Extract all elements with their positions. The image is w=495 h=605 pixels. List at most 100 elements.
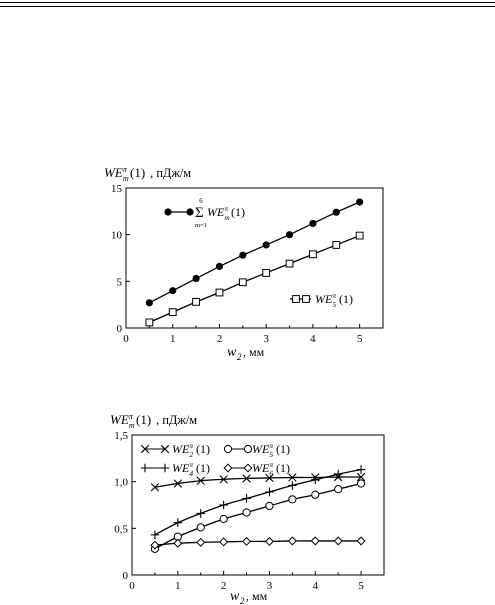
legend-label: WE π5 (1) [315, 291, 353, 309]
svg-text:π: π [189, 460, 193, 469]
data-point [285, 259, 294, 268]
legend-entry-3: WE π6 (1) [223, 460, 290, 478]
y-tick-label: 1,0 [114, 477, 128, 489]
plot-frame [131, 434, 385, 576]
data-point [192, 274, 200, 283]
data-point [262, 241, 270, 249]
data-point [309, 219, 317, 228]
data-point [239, 251, 247, 259]
data-point [192, 297, 200, 306]
data-point [265, 487, 274, 497]
x-tick-label: 2 [221, 580, 227, 592]
svg-text:4: 4 [189, 469, 193, 478]
series-line-3 [154, 540, 362, 546]
y-axis-title: WE πm (1) , пДж/м [110, 412, 197, 430]
svg-text:WE: WE [110, 412, 129, 427]
legend-entry-2: WE π4 (1) [140, 460, 210, 478]
page-top-rule-2 [0, 6, 495, 7]
x-tick-label: 4 [310, 333, 316, 345]
svg-text:(1): (1) [136, 412, 151, 427]
y-tick-label: 0 [117, 323, 123, 335]
svg-text:5: 5 [269, 450, 273, 459]
data-point [150, 540, 160, 550]
legend-sum-below: m=1 [195, 222, 207, 229]
series-line-0 [154, 476, 362, 488]
x-tick-label: 3 [263, 333, 269, 345]
data-point [310, 536, 320, 546]
data-point [215, 262, 224, 270]
svg-text:, мм: , мм [246, 589, 268, 603]
legend-marker [160, 463, 170, 473]
legend-label: WE π5 (1) [252, 441, 290, 459]
legend-marker [243, 444, 253, 454]
svg-text:(1): (1) [196, 442, 210, 456]
svg-text:WE: WE [252, 442, 270, 456]
x-tick-label: 0 [129, 580, 135, 592]
data-point [219, 500, 228, 510]
legend-label: WE πm (1) [207, 204, 245, 222]
legend-marker [186, 208, 194, 216]
data-point [332, 208, 340, 216]
data-point [285, 231, 294, 239]
data-point [264, 536, 274, 546]
plot-frame [125, 187, 384, 329]
data-point [173, 479, 183, 488]
svg-text:2: 2 [237, 352, 242, 362]
legend-marker [302, 295, 310, 303]
data-point [265, 501, 274, 511]
svg-text:π: π [189, 441, 193, 450]
legend-entry-sum: 6Σm=1WE πm (1) [164, 197, 245, 229]
x-tick-label: 2 [217, 333, 223, 345]
svg-text:(1): (1) [276, 442, 290, 456]
x-tick-label: 0 [123, 333, 129, 345]
data-point [356, 472, 366, 482]
data-point [169, 287, 177, 295]
data-point [242, 494, 251, 503]
legend-marker [223, 463, 233, 473]
data-point [145, 318, 154, 327]
data-point [196, 523, 205, 532]
legend-sum-sup: 6 [199, 197, 203, 205]
x-tick-label: 4 [313, 580, 319, 592]
series-line-2 [154, 482, 362, 550]
legend-entry-1: WE π5 (1) [223, 441, 290, 459]
x-tick-label: 5 [357, 333, 363, 345]
data-point [173, 538, 183, 548]
data-point [196, 537, 206, 547]
data-point [219, 514, 228, 524]
data-point [238, 278, 247, 287]
svg-text:(1): (1) [130, 165, 145, 180]
svg-text:WE: WE [207, 205, 225, 219]
legend-marker [243, 463, 253, 473]
data-point [150, 530, 160, 540]
x-tick-label: 5 [358, 580, 364, 592]
data-point [355, 231, 364, 240]
y-tick-label: 0,5 [114, 523, 128, 535]
svg-text:π: π [269, 460, 273, 469]
svg-text:6: 6 [269, 469, 273, 478]
svg-text:5: 5 [332, 300, 336, 309]
svg-text:π: π [224, 204, 228, 213]
svg-text:(1): (1) [339, 292, 353, 306]
data-point [333, 536, 343, 546]
data-point [332, 241, 341, 249]
legend-entry-we5: WE π5 (1) [290, 291, 353, 309]
data-point [356, 465, 366, 474]
svg-text:m: m [129, 421, 135, 430]
svg-text:2: 2 [240, 596, 245, 605]
data-point [219, 475, 228, 484]
data-point [311, 490, 320, 499]
legend-marker [223, 444, 233, 454]
data-point [145, 299, 153, 307]
data-point [196, 476, 205, 485]
y-tick-label: 1,5 [114, 430, 128, 442]
data-point [219, 537, 229, 547]
svg-text:π: π [269, 441, 273, 450]
legend-label: WE π6 (1) [252, 460, 290, 478]
legend-marker [292, 295, 300, 303]
y-tick-label: 15 [111, 183, 123, 195]
data-point [288, 481, 297, 490]
